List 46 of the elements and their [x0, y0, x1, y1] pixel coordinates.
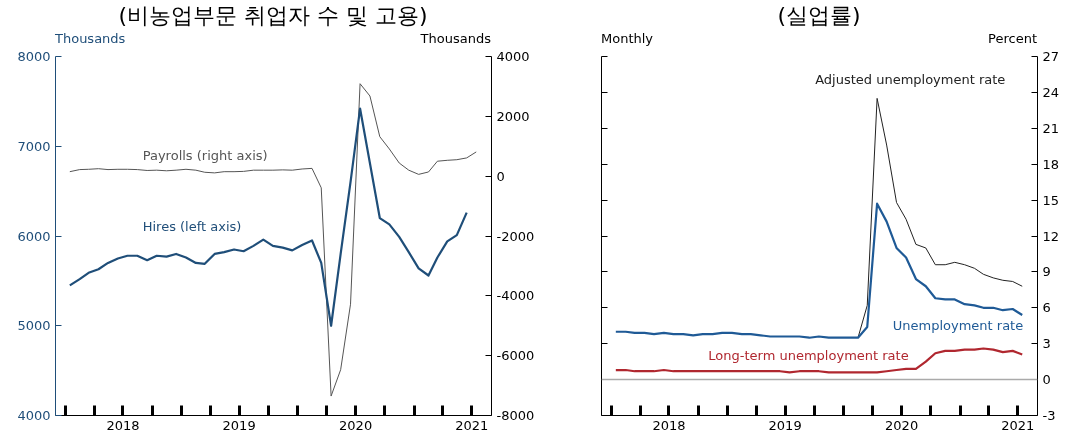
- y-axis-title: Thousands: [55, 31, 126, 46]
- x-tick-label: 2021: [1001, 417, 1035, 433]
- y-tick-label: 15: [1042, 192, 1060, 208]
- y2-tick-label: -2000: [496, 228, 535, 244]
- y-tick-label: 18: [1042, 156, 1060, 172]
- y-tick-label: 4000: [17, 408, 51, 423]
- y-tick-label: -3: [1042, 408, 1056, 423]
- series-label: Long-term unemployment rate: [708, 348, 909, 364]
- line-series: [68, 107, 468, 327]
- y-tick-label: 27: [1042, 49, 1060, 64]
- y-tick-label: 12: [1042, 228, 1060, 244]
- x-tick-label: 2021: [455, 417, 489, 433]
- y2-tick-label: 2000: [496, 108, 530, 124]
- y-tick-label: 7000: [17, 138, 51, 154]
- chart-title: (비농업부문 취업자 수 및 고용): [117, 2, 429, 30]
- y-tick-label: 6000: [17, 228, 51, 244]
- y-tick-label: 8000: [17, 49, 51, 64]
- line-series: [614, 202, 1024, 339]
- chart-title: (실업률): [776, 2, 862, 30]
- y-tick-label: 0: [1042, 372, 1051, 388]
- y2-tick-label: -6000: [496, 348, 535, 364]
- line-series: [614, 347, 1024, 374]
- x-tick-label: 2020: [885, 417, 919, 433]
- x-tick-label: 2018: [652, 417, 686, 433]
- x-tick-label: 2019: [222, 417, 256, 433]
- text: Adjusted unemployment rate: [815, 72, 1006, 88]
- series-label: Hires (left axis): [142, 219, 242, 235]
- y2-tick-label: 0: [496, 168, 505, 184]
- line-series: [69, 83, 477, 397]
- y-tick-label: 24: [1042, 84, 1060, 100]
- y-tick-label: 5000: [17, 318, 51, 334]
- y-axis-title: Percent: [988, 31, 1037, 46]
- y-tick-label: 6: [1042, 300, 1051, 316]
- series-label: Payrolls (right axis): [142, 147, 268, 163]
- y-tick-label: 3: [1042, 336, 1051, 352]
- y-tick-label: 21: [1042, 120, 1060, 136]
- y2-tick-label: 4000: [496, 49, 530, 64]
- y-tick-label: 9: [1042, 264, 1051, 280]
- series-label: Unemployment rate: [892, 318, 1024, 334]
- x-tick-label: 2019: [768, 417, 802, 433]
- y2-tick-label: -4000: [496, 288, 535, 304]
- text: Monthly: [601, 31, 654, 46]
- y2-axis-title: Thousands: [420, 31, 491, 46]
- x-tick-label: 2018: [106, 417, 140, 433]
- x-tick-label: 2020: [339, 417, 373, 433]
- y2-tick-label: -8000: [496, 408, 535, 423]
